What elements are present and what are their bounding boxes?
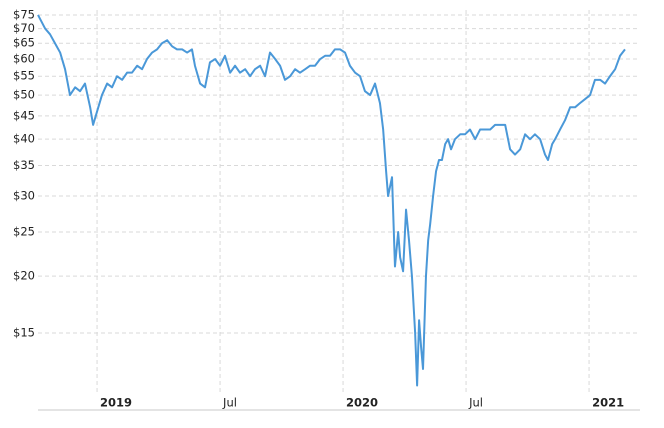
- price-line: [37, 14, 626, 387]
- x-tick-label: 2019: [100, 396, 132, 410]
- y-tick-label: $25: [13, 225, 35, 239]
- y-tick-label: $50: [13, 88, 35, 102]
- y-tick-label: $75: [13, 7, 35, 21]
- x-tick-label: Jul: [468, 396, 483, 410]
- x-tick-label: 2020: [346, 396, 378, 410]
- y-tick-label: $65: [13, 36, 35, 50]
- x-tick-label: Jul: [222, 396, 237, 410]
- x-tick-label: 2021: [592, 396, 624, 410]
- y-tick-label: $15: [13, 326, 35, 340]
- y-tick-label: $30: [13, 189, 35, 203]
- y-tick-label: $45: [13, 108, 35, 122]
- y-tick-label: $20: [13, 269, 35, 283]
- y-tick-label: $35: [13, 158, 35, 172]
- y-tick-label: $60: [13, 52, 35, 66]
- y-tick-label: $40: [13, 132, 35, 146]
- y-tick-label: $70: [13, 21, 35, 35]
- y-tick-label: $55: [13, 69, 35, 83]
